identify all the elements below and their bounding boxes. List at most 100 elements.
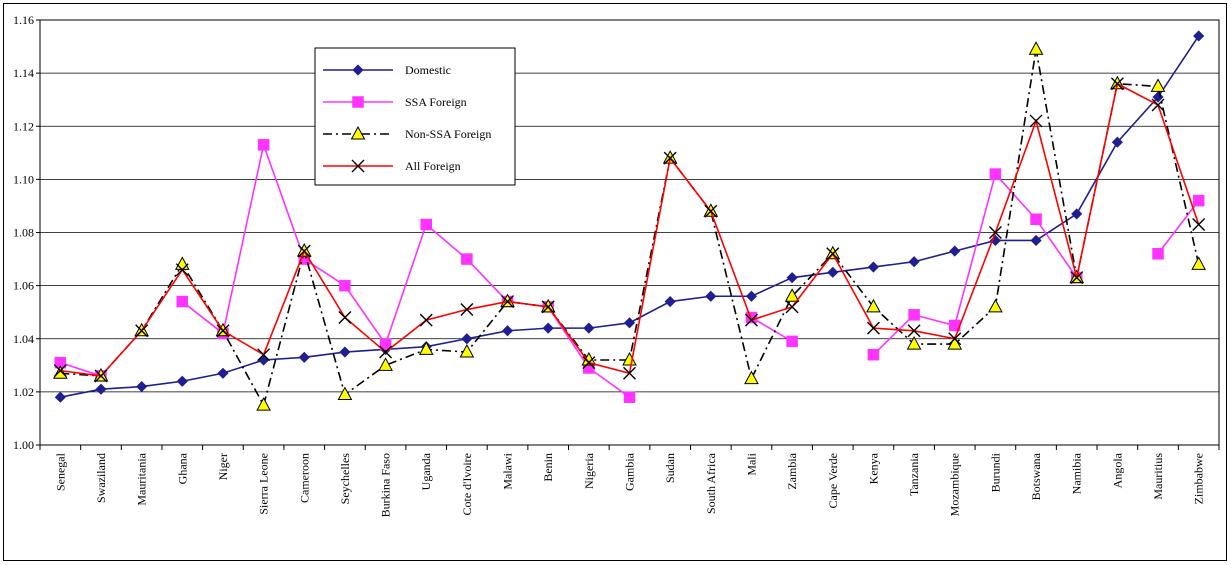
data-point	[501, 325, 514, 337]
x-category-label: Ghana	[175, 452, 189, 484]
data-point	[705, 290, 717, 302]
data-point	[664, 295, 676, 308]
data-point	[948, 332, 962, 346]
data-point	[541, 300, 555, 314]
x-category-label: Nigeria	[582, 452, 596, 489]
data-point	[826, 247, 840, 261]
legend-box	[314, 47, 516, 186]
data-point	[623, 366, 636, 380]
grid-layer	[39, 19, 1220, 446]
data-point	[582, 356, 596, 370]
data-point	[1150, 78, 1166, 92]
data-point	[1152, 91, 1164, 103]
data-point	[744, 313, 758, 327]
data-point	[217, 367, 229, 379]
legend-label: Non-SSA Foreign	[405, 127, 491, 141]
data-point	[867, 261, 879, 273]
data-point	[339, 346, 351, 358]
y-tick-label: 1.02	[13, 385, 34, 399]
data-point	[459, 343, 475, 358]
data-point	[54, 391, 66, 403]
data-point	[1071, 208, 1083, 220]
x-category-label: Niger	[216, 453, 230, 480]
data-point	[378, 357, 393, 371]
data-point	[542, 322, 554, 334]
x-category-label: Mauritius	[1151, 453, 1165, 500]
data-point	[989, 168, 1002, 180]
data-point	[352, 96, 364, 108]
x-category-label: Senegal	[53, 452, 67, 491]
data-point	[420, 218, 432, 231]
data-point	[176, 295, 189, 308]
data-point	[867, 348, 880, 361]
data-point	[176, 375, 188, 387]
x-category-label: Sudan	[663, 453, 677, 483]
data-point	[298, 351, 310, 363]
y-tick-label: 1.10	[13, 172, 34, 186]
data-point	[338, 311, 352, 324]
x-category-label: Cote d'Ivoire	[460, 453, 474, 515]
data-point	[786, 272, 798, 284]
series-non-ssa-foreign	[52, 41, 1207, 411]
legend-item: Non-SSA Foreign	[323, 125, 491, 141]
data-point	[350, 125, 366, 140]
series-line	[872, 172, 1078, 356]
data-point	[95, 383, 107, 395]
x-category-label: Tanzania	[907, 452, 921, 496]
data-point	[1070, 271, 1084, 285]
data-point	[866, 321, 880, 335]
data-point	[256, 397, 271, 411]
data-point	[1192, 194, 1205, 207]
x-category-label: Zambia	[785, 452, 799, 489]
y-tick-label: 1.08	[13, 226, 34, 240]
y-tick-label: 1.00	[13, 438, 34, 452]
x-category-label: Cameroon	[297, 453, 311, 503]
data-point	[501, 295, 515, 309]
data-point	[784, 288, 800, 302]
axis-layer: 1.00 1.02 1.04 1.06 1.08 1.10 1.12 1.14 1.16 Sene…	[13, 13, 1220, 517]
data-point	[866, 298, 881, 313]
x-category-label: Angola	[1110, 452, 1124, 488]
y-tick-label: 1.04	[13, 332, 34, 346]
series-all-foreign	[53, 77, 1206, 383]
data-point	[258, 354, 270, 366]
data-point	[908, 309, 920, 321]
legend-label: Domestic	[405, 63, 451, 77]
data-point	[906, 336, 922, 350]
data-point	[461, 333, 473, 345]
x-category-label: Uganda	[419, 452, 433, 490]
series-line	[60, 35, 1200, 398]
x-category-label: Malawi	[501, 452, 515, 489]
data-point	[460, 303, 474, 317]
data-point	[174, 256, 190, 270]
data-point	[339, 279, 351, 292]
data-point	[622, 351, 637, 366]
data-point	[351, 159, 365, 173]
x-category-label: Namibia	[1070, 452, 1084, 494]
data-point	[1110, 77, 1124, 91]
series-layer	[52, 30, 1207, 411]
y-tick-label: 1.16	[13, 13, 34, 27]
series-line	[60, 82, 1200, 377]
data-point	[135, 324, 149, 338]
data-point	[623, 317, 636, 329]
data-point	[949, 245, 961, 257]
x-category-label: Sierra Leone	[257, 453, 271, 515]
x-category-label: Gambia	[623, 452, 637, 491]
x-category-label: Burkina Faso	[379, 453, 393, 517]
x-category-label: Swaziland	[94, 453, 108, 503]
y-tick-label: 1.12	[13, 119, 34, 133]
data-point	[500, 293, 515, 308]
data-point	[52, 365, 68, 379]
x-category-label: Mali	[744, 452, 758, 475]
x-category-label: Kenya	[866, 452, 880, 484]
data-point	[744, 370, 759, 385]
data-point	[175, 263, 189, 277]
data-point	[908, 256, 920, 268]
data-point	[136, 380, 148, 393]
legend-item: All Foreign	[323, 159, 461, 173]
x-category-label: Cape Verde	[826, 453, 840, 508]
data-point	[745, 311, 758, 324]
y-tick-label: 1.06	[13, 279, 34, 293]
data-point	[704, 204, 718, 218]
